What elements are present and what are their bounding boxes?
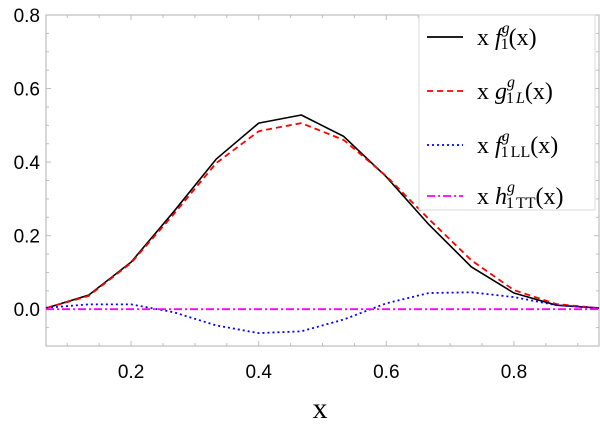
y-tick-label: 0.8 (14, 6, 40, 27)
legend-box (418, 14, 596, 211)
x-tick-label: 0.2 (118, 362, 144, 383)
legend-label: x hg 1 TT(x) (477, 179, 564, 212)
x-tick-label: 0.6 (373, 362, 399, 383)
y-tick-label: 0.2 (14, 227, 40, 248)
series-line-0 (45, 114, 600, 309)
legend-label: x fg 1(x) (477, 20, 537, 53)
y-tick-label: 0.6 (14, 80, 40, 101)
x-tick-label: 0.8 (501, 362, 527, 383)
x-axis: 0.2 0.4 0.6 0.8 (66, 15, 579, 383)
series-layer (45, 114, 600, 335)
series-line-1 (45, 122, 600, 309)
series-line-2 (45, 291, 600, 335)
y-axis: 0.0 0.2 0.4 0.6 0.8 (14, 6, 599, 347)
x-tick-label: 0.4 (245, 362, 272, 383)
legend-label: x gg 1 L(x) (477, 74, 553, 107)
y-tick-label: 0.0 (14, 300, 40, 321)
x-axis-title: x (313, 392, 328, 425)
legend: x fg 1(x) x gg 1 L(x) x fg 1 LL(x) x hg 1 TT(x) (418, 14, 596, 212)
y-tick-label: 0.4 (14, 153, 41, 174)
legend-label: x fg 1 LL(x) (477, 128, 558, 161)
